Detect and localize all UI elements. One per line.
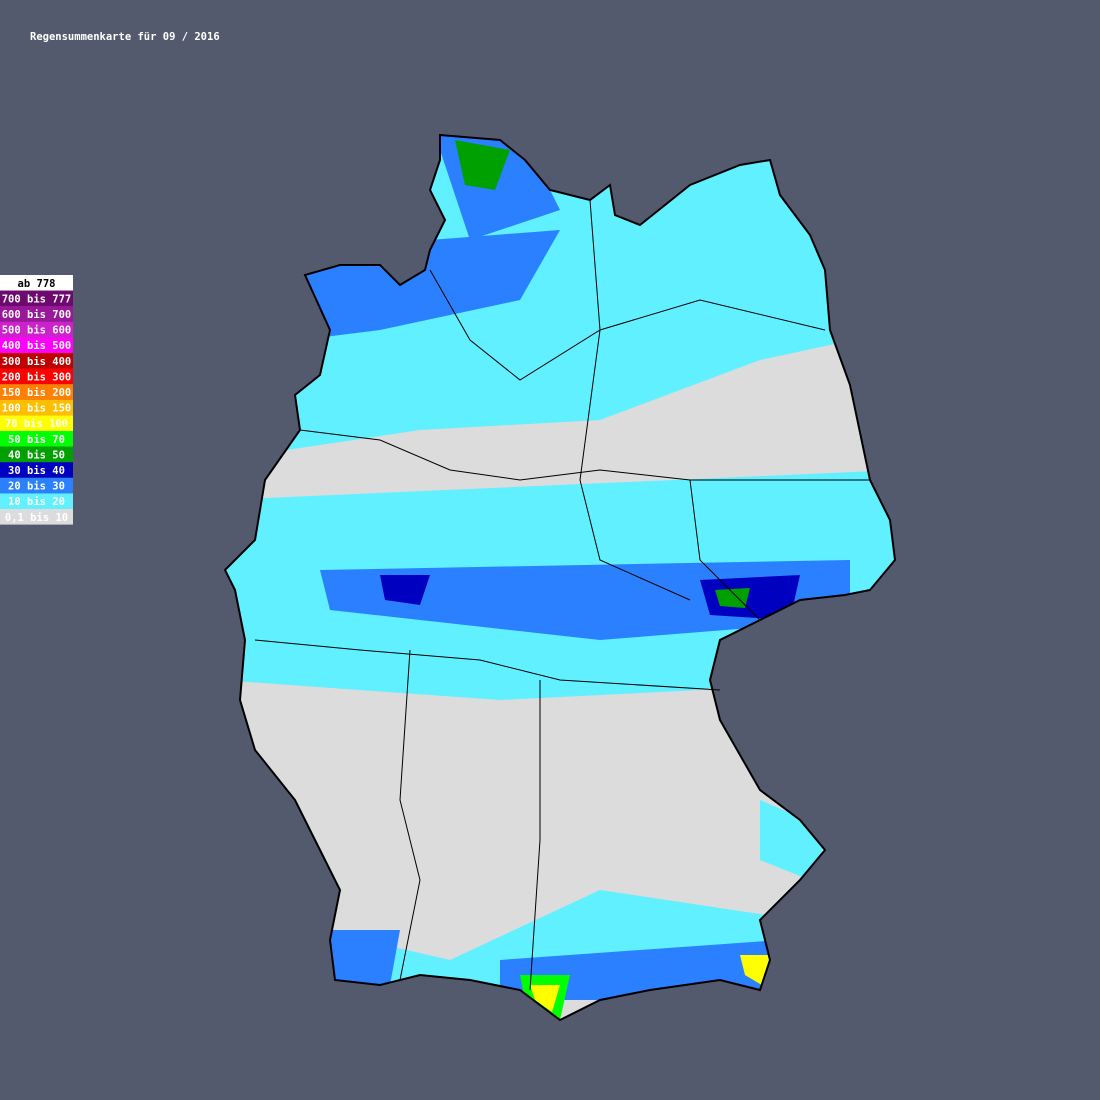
legend-swatch	[0, 462, 73, 478]
rain-southwest	[330, 930, 400, 985]
legend-label: 50 bis 70	[8, 434, 65, 446]
rain-saxony-green	[715, 588, 750, 608]
legend-label: 30 bis 40	[8, 465, 65, 477]
border-line	[254, 639, 721, 691]
border-line	[579, 199, 691, 601]
legend-swatch	[0, 353, 73, 369]
legend-swatch	[0, 368, 73, 385]
legend-label: ab 778	[18, 278, 56, 290]
legend-swatch	[0, 306, 73, 322]
map-title: Regensummenkarte für 09 / 2016	[30, 31, 220, 43]
rain-saxony	[700, 575, 800, 620]
legend-swatch	[0, 415, 73, 431]
legend-label: 100 bis 150	[2, 403, 72, 415]
legend-label: 0,1 bis 10	[5, 512, 68, 524]
legend-swatch	[0, 509, 73, 525]
rain-alps-yellow	[530, 985, 560, 1012]
border-line	[529, 680, 541, 991]
rain-southeast	[760, 800, 830, 880]
state-borders	[254, 199, 870, 991]
border-line	[399, 649, 421, 981]
rain-green-north	[455, 140, 510, 190]
legend-swatch	[0, 290, 73, 307]
border-line	[689, 479, 761, 621]
legend-swatch	[0, 321, 73, 338]
legend-label: 10 bis 20	[8, 496, 65, 508]
legend-swatch	[0, 446, 73, 463]
legend-swatch	[0, 384, 73, 400]
legend-swatch	[0, 337, 73, 353]
legend-swatch	[0, 493, 73, 509]
legend-label: 600 bis 700	[2, 309, 72, 321]
legend-label: 40 bis 50	[8, 449, 65, 461]
legend-label: 300 bis 400	[2, 356, 72, 368]
legend-label: 150 bis 200	[2, 387, 72, 399]
legend-swatch	[0, 431, 73, 447]
rain-west	[380, 575, 430, 605]
legend-label: 70 bis 100	[5, 418, 68, 430]
legend: ab 778 700 bis 777 600 bis 700 500 bis 600 4…	[0, 275, 73, 525]
legend-label: 20 bis 30	[8, 481, 65, 493]
legend-label: 400 bis 500	[2, 340, 72, 352]
border-line	[429, 269, 826, 381]
legend-swatch	[0, 275, 73, 291]
legend-swatch	[0, 399, 73, 416]
legend-label: 200 bis 300	[2, 371, 72, 383]
legend-label: 500 bis 600	[2, 325, 72, 337]
legend-label: 700 bis 777	[2, 293, 72, 305]
legend-swatch	[0, 477, 73, 494]
